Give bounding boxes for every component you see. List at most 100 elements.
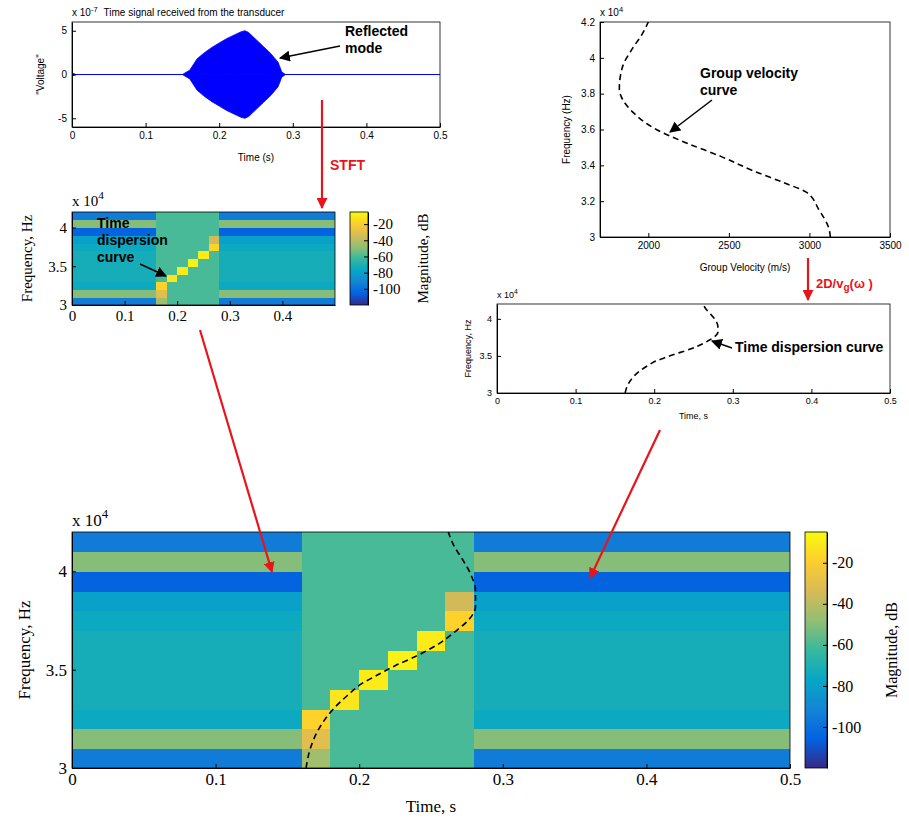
x-tick: 0.5 <box>780 764 801 789</box>
heatmap-cell <box>324 228 335 236</box>
heatmap-cell <box>114 297 125 305</box>
x-axis: 00.10.20.30.40.5 <box>495 389 897 406</box>
heatmap-cell <box>187 748 216 768</box>
heatmap-cell <box>244 611 273 631</box>
heatmap-cell <box>503 552 532 572</box>
heatmap-cell <box>146 297 157 305</box>
heatmap-cell <box>704 650 733 670</box>
heatmap-cell <box>273 748 302 768</box>
heatmap-cell <box>445 670 474 690</box>
heatmap-cell <box>324 274 335 282</box>
heatmap-cell <box>474 591 503 611</box>
heatmap-cell <box>324 259 335 267</box>
x-tick: 0.2 <box>648 389 661 406</box>
heatmap-cell <box>198 297 209 305</box>
colorbar-tick-mark <box>364 289 368 290</box>
heatmap-cell <box>135 282 146 290</box>
y-tick-mark <box>72 266 76 267</box>
heatmap-cell <box>251 220 262 228</box>
heatmap-cell <box>646 689 675 709</box>
heatmap-cell <box>704 709 733 729</box>
heatmap-cell <box>251 266 262 274</box>
heatmap-cell <box>219 297 230 305</box>
heatmap-cell <box>240 235 251 243</box>
x-axis: 00.10.20.30.4 <box>69 301 336 324</box>
heatmap-cell <box>209 251 220 259</box>
heatmap-cell <box>761 748 790 768</box>
x-axis-title: Time, s <box>679 411 709 421</box>
heatmap-cell <box>474 709 503 729</box>
heatmap-cell <box>219 212 230 220</box>
y-tick-mark <box>72 768 76 769</box>
heatmap-cell <box>314 266 325 274</box>
heatmap-cell <box>244 748 273 768</box>
y-tick-mark <box>72 118 76 119</box>
heatmap-cell <box>733 748 762 768</box>
chart-title: Time signal received from the transducer <box>104 7 285 18</box>
heatmap-cell <box>646 709 675 729</box>
heatmap-cell <box>146 251 157 259</box>
x-tick: 0.3 <box>727 389 740 406</box>
heatmap-cell <box>388 748 417 768</box>
heatmap-cell <box>474 748 503 768</box>
y-tick-label: 3.5 <box>479 351 492 361</box>
y-axis-title: Frequency, Hz <box>19 214 35 302</box>
heatmap-cell <box>83 243 94 251</box>
x-tick-mark <box>282 301 283 305</box>
heatmap-cell <box>302 611 331 631</box>
heatmap-cell <box>359 630 388 650</box>
heatmap-cell <box>417 571 446 591</box>
heatmap-cell <box>293 282 304 290</box>
heatmap-cell <box>244 591 273 611</box>
y-tick: 3.4 <box>581 160 604 171</box>
heatmap-cell <box>146 212 157 220</box>
heatmap-cell <box>83 290 94 298</box>
heatmap-cell <box>129 709 158 729</box>
heatmap-cell <box>216 591 245 611</box>
x-tick-label: 0 <box>69 308 77 324</box>
heatmap-cell <box>359 709 388 729</box>
heatmap-cell <box>72 290 83 298</box>
heatmap-cell <box>198 274 209 282</box>
heatmap-cell <box>83 235 94 243</box>
heatmap-cell <box>156 282 167 290</box>
heatmap-cell <box>216 729 245 749</box>
heatmap-cell <box>324 251 335 259</box>
heatmap-cell <box>273 571 302 591</box>
heatmap-cell <box>388 630 417 650</box>
heatmap-cell <box>216 689 245 709</box>
arrow-label: 2D/vg(ω ) <box>816 276 873 293</box>
heatmap-cell <box>272 212 283 220</box>
heatmap-cell <box>474 670 503 690</box>
x-tick-label: 0.3 <box>727 396 740 406</box>
heatmap-cell <box>503 650 532 670</box>
heatmap-cell <box>240 212 251 220</box>
heatmap-cell <box>303 243 314 251</box>
heatmap-cell <box>198 220 209 228</box>
heatmap-cell <box>198 282 209 290</box>
heatmap-cell <box>156 297 167 305</box>
y-tick-label: 3.5 <box>46 661 67 680</box>
heatmap-cell <box>445 630 474 650</box>
y-tick: 3.5 <box>479 351 501 361</box>
heatmap-cell <box>251 297 262 305</box>
x-tick-mark <box>646 764 647 768</box>
multiplier-exponent: 4 <box>98 189 104 201</box>
heatmap-cell <box>282 282 293 290</box>
x-tick: 3000 <box>799 233 822 251</box>
heatmap-cell <box>158 630 187 650</box>
heatmap-cell <box>216 748 245 768</box>
x-tick-label: 0.1 <box>205 770 226 789</box>
heatmap-cell <box>532 611 561 631</box>
heatmap-cell <box>303 235 314 243</box>
x-tick: 0.5 <box>434 123 448 141</box>
x-tick-label: 0.1 <box>139 130 153 141</box>
x-tick-mark <box>230 301 231 305</box>
heatmap-cell <box>618 670 647 690</box>
heatmap-cell <box>618 532 647 552</box>
heatmap-cell <box>177 274 188 282</box>
heatmap-cell <box>314 212 325 220</box>
x-tick: 0.4 <box>636 764 658 789</box>
heatmap-cell <box>167 212 178 220</box>
heatmap-cell <box>646 729 675 749</box>
